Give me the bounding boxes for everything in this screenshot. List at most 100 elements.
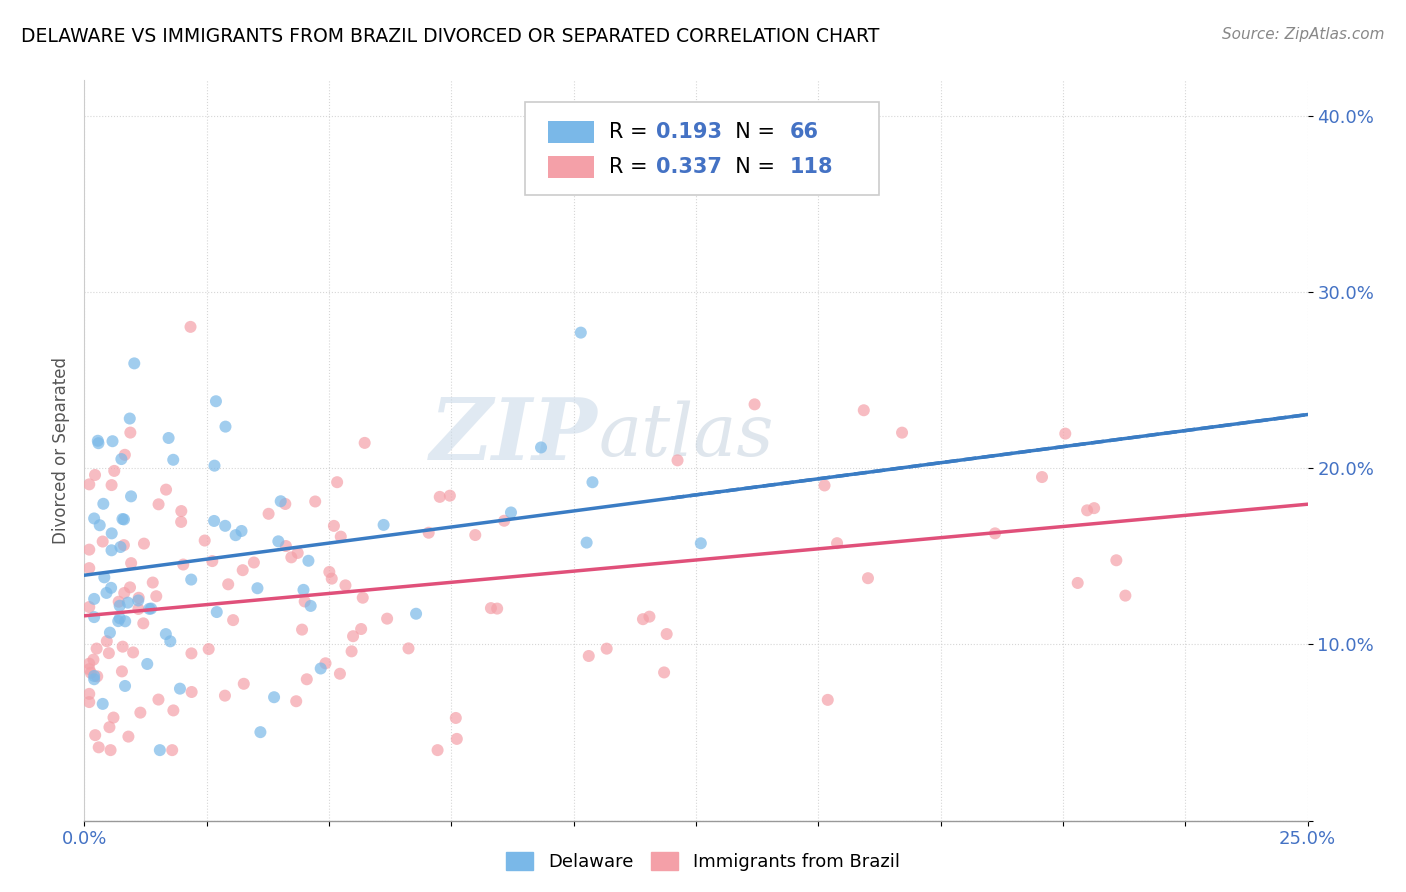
Point: [578, 648, 600, 663]
Point: [127, 593, 149, 607]
Point: [426, 743, 449, 757]
Point: [287, 546, 309, 560]
Point: [87, 434, 110, 448]
Point: [132, 536, 155, 550]
Point: [108, 599, 131, 613]
Point: [817, 693, 839, 707]
Point: [856, 571, 879, 585]
Point: [1031, 470, 1053, 484]
Point: [214, 689, 236, 703]
Point: [197, 642, 219, 657]
Point: [122, 645, 145, 659]
Point: [291, 623, 314, 637]
Point: [100, 743, 122, 757]
Point: [217, 577, 239, 591]
Point: [120, 425, 142, 440]
Point: [114, 679, 136, 693]
Point: [267, 534, 290, 549]
Point: [666, 453, 689, 467]
Point: [494, 514, 516, 528]
Point: [162, 703, 184, 717]
Point: [1083, 501, 1105, 516]
Point: [129, 706, 152, 720]
Point: [139, 601, 162, 615]
Point: [77, 687, 100, 701]
Point: [464, 528, 486, 542]
Point: [581, 475, 603, 490]
Point: [101, 434, 124, 449]
Point: [84, 467, 107, 482]
Point: [299, 599, 322, 613]
Point: [100, 581, 122, 595]
Point: [214, 518, 236, 533]
Point: [342, 629, 364, 643]
Point: [439, 489, 461, 503]
Point: [110, 452, 132, 467]
Point: [329, 530, 352, 544]
Point: [1114, 589, 1136, 603]
Point: [205, 605, 228, 619]
Point: [82, 653, 104, 667]
Point: [155, 483, 177, 497]
Point: [108, 611, 131, 625]
Point: [91, 697, 114, 711]
Point: [157, 431, 180, 445]
Point: [1054, 426, 1077, 441]
Point: [231, 524, 253, 538]
Point: [246, 581, 269, 595]
Legend: Delaware, Immigrants from Brazil: Delaware, Immigrants from Brazil: [499, 845, 907, 879]
Point: [638, 609, 661, 624]
Point: [655, 627, 678, 641]
Point: [77, 477, 100, 491]
Point: [1076, 503, 1098, 517]
Point: [83, 610, 105, 624]
Point: [110, 540, 132, 554]
Point: [329, 666, 352, 681]
Point: [117, 730, 139, 744]
Point: [318, 565, 340, 579]
Point: [294, 594, 316, 608]
Point: [118, 580, 141, 594]
Point: [138, 602, 160, 616]
Point: [87, 740, 110, 755]
Point: [825, 536, 848, 550]
Point: [111, 512, 134, 526]
Point: [149, 743, 172, 757]
Point: [631, 612, 654, 626]
Point: [160, 743, 183, 757]
Point: [96, 634, 118, 648]
Point: [155, 627, 177, 641]
Point: [148, 692, 170, 706]
Point: [83, 591, 105, 606]
Point: [257, 507, 280, 521]
Point: [326, 475, 349, 490]
Point: [114, 448, 136, 462]
Point: [222, 613, 245, 627]
Point: [114, 615, 136, 629]
Point: [280, 550, 302, 565]
Point: [148, 497, 170, 511]
Point: [194, 533, 217, 548]
Point: [530, 441, 553, 455]
Point: [103, 464, 125, 478]
Point: [350, 622, 373, 636]
Point: [112, 538, 135, 552]
FancyBboxPatch shape: [524, 103, 880, 195]
FancyBboxPatch shape: [548, 121, 595, 144]
Point: [89, 518, 111, 533]
Point: [214, 419, 236, 434]
Point: [429, 490, 451, 504]
Point: [274, 539, 297, 553]
Point: [225, 528, 247, 542]
Point: [120, 489, 142, 503]
Point: [297, 554, 319, 568]
Point: [652, 665, 675, 680]
Point: [84, 728, 107, 742]
Text: 118: 118: [790, 157, 834, 177]
Point: [83, 669, 105, 683]
Point: [322, 519, 344, 533]
Point: [91, 534, 114, 549]
Point: [80, 665, 103, 680]
Point: [159, 634, 181, 648]
Point: [398, 641, 420, 656]
